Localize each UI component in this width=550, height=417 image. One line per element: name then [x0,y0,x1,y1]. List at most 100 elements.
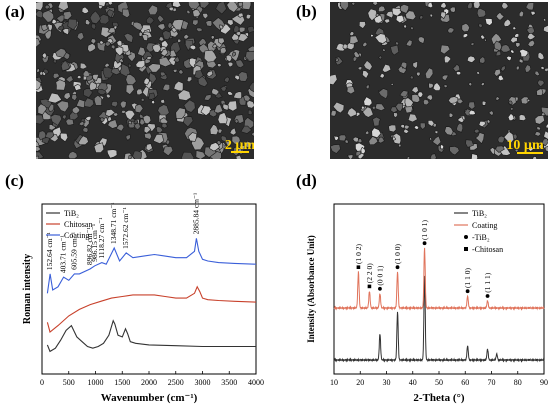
sem-particle [475,132,485,145]
sem-particle [403,128,410,134]
sem-particle [353,50,361,59]
sem-particle [495,50,502,57]
sem-particle [183,116,194,128]
sem-particle [330,144,341,154]
sem-particle [180,151,195,159]
sem-particle [346,107,358,118]
sem-particle [186,76,193,83]
sem-particle [36,146,42,152]
sem-particle [61,114,67,120]
sem-particle [65,118,75,126]
sem-particle [183,33,190,40]
legend-label: Coating [64,231,89,240]
sem-particle [132,21,143,31]
sem-particle [37,103,48,116]
series-line [333,275,545,363]
sem-particle [36,38,41,48]
sem-particle [47,92,63,104]
sem-particle [476,8,487,18]
x-tick-label: 40 [409,378,417,387]
sem-particle [90,38,97,45]
sem-particle [363,96,373,107]
sem-particle [493,40,503,52]
legend-square-marker [464,247,468,251]
sem-particle [125,134,131,141]
x-tick-label: 2000 [141,378,157,387]
sem-particle [209,142,220,152]
sem-particle [385,10,394,19]
sem-particle [377,5,386,13]
sem-particle [424,67,434,79]
scalebar-line-b [517,152,543,154]
peak-label: (1 1 1) [483,272,492,292]
sem-particle [349,35,359,45]
sem-particle [407,113,418,123]
sem-particle [233,24,240,33]
sem-particle [50,113,63,126]
sem-particle [468,109,476,116]
sem-particle [160,99,166,104]
sem-particle [238,26,246,33]
sem-particle [486,119,491,124]
sem-particle [481,100,487,106]
raman-chart: 0 500 1000 1500 2000 2500 3000 3500 4000 Wavenumb… [22,193,264,404]
sem-particle [146,56,153,61]
x-tick-label: 1500 [114,378,130,387]
sem-particle [144,132,152,140]
sem-particle [247,109,253,116]
sem-particle [100,26,112,38]
tib2-marker [485,294,490,298]
sem-particle [493,68,502,77]
tib2-marker [395,265,400,270]
sem-particle [145,143,153,152]
sem-particle [426,94,434,101]
legend-circle-marker [464,235,468,239]
sem-particle [440,11,446,20]
series-line [46,319,256,353]
sem-particle [374,103,386,111]
sem-particle [372,2,379,6]
peak-label: (1 0 0) [393,244,402,264]
sem-particle [152,43,162,53]
sem-particle [545,123,548,129]
sem-particle [188,2,201,10]
sem-particle [175,107,186,120]
sem-particle [352,56,358,62]
x-tick-label: 60 [461,378,469,387]
x-tick-label: 30 [383,378,391,387]
sem-particle [161,30,172,41]
sem-particle [105,108,116,117]
sem-particle [449,146,460,156]
sem-particle [114,46,124,57]
series-line [46,285,257,333]
sem-particle [125,84,135,96]
sem-particle [524,64,532,73]
sem-particle [478,23,483,29]
peak-label: (1 0 2) [354,244,363,264]
sem-particle [243,94,251,102]
sem-particle [52,72,61,80]
sem-particle [63,92,71,100]
y-axis-label: Intensity (Absorbance Unit) [306,235,316,343]
sem-particle [358,21,367,29]
sem-particle [127,120,132,125]
sem-particle [515,42,521,48]
sem-particle [417,91,424,98]
sem-particle [429,153,437,159]
sem-particle [512,26,517,30]
sem-particle [526,98,530,103]
legend-label: TiB₂ [64,209,79,218]
sem-particle [409,75,414,80]
sem-particle [173,56,181,63]
sem-particle [484,18,493,26]
sem-particle [534,70,541,77]
x-tick-label: 3500 [221,378,237,387]
sem-particle [393,112,398,119]
sem-particle [390,83,394,86]
sem-particle [220,85,227,92]
sem-particle [235,154,242,159]
sem-particle [112,112,119,117]
sem-particle [124,109,136,121]
sem-particle [192,9,201,18]
sem-particle [339,2,349,12]
